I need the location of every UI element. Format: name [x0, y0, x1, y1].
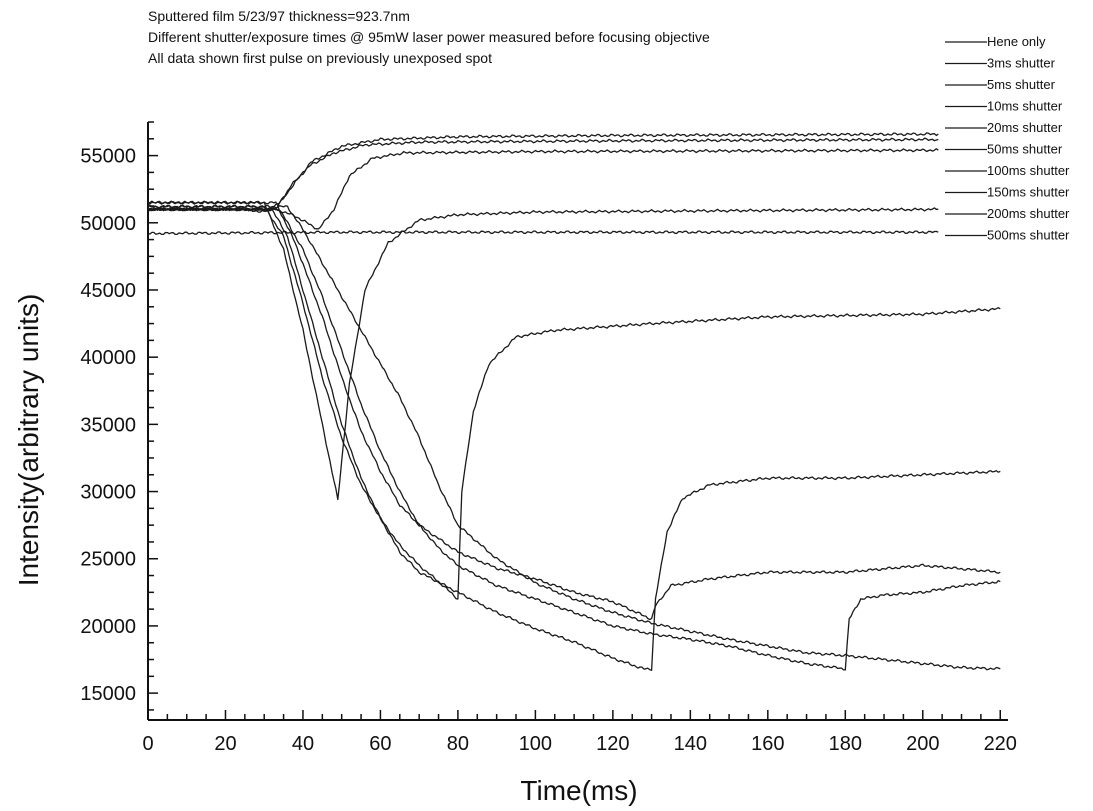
header-line-2: Different shutter/exposure times @ 95mW …: [148, 29, 710, 45]
legend-label: 3ms shutter: [987, 56, 1056, 71]
legend-label: 5ms shutter: [987, 77, 1056, 92]
series-line: [147, 204, 1001, 600]
y-tick-label: 35000: [80, 414, 136, 436]
legend-label: 200ms shutter: [987, 206, 1070, 221]
x-axis-title: Time(ms): [520, 775, 637, 806]
x-tick-label: 0: [142, 733, 153, 755]
y-tick-label: 15000: [80, 683, 136, 705]
x-tick-label: 220: [984, 733, 1017, 755]
y-tick-label: 25000: [80, 549, 136, 571]
x-tick-label: 180: [829, 733, 862, 755]
legend-label: 20ms shutter: [987, 120, 1063, 135]
legend-label: 150ms shutter: [987, 185, 1070, 200]
y-tick-label: 55000: [80, 146, 136, 168]
series-line: [147, 200, 1001, 621]
x-tick-label: 200: [906, 733, 939, 755]
legend-label: 10ms shutter: [987, 99, 1063, 114]
series-line: [147, 230, 939, 236]
x-tick-label: 120: [596, 733, 629, 755]
legend-label: 500ms shutter: [987, 228, 1070, 243]
legend-label: 100ms shutter: [987, 163, 1070, 178]
y-tick-label: 45000: [80, 280, 136, 302]
legend-label: Hene only: [987, 34, 1046, 49]
x-tick-label: 80: [447, 733, 469, 755]
series-layer: [147, 132, 1001, 671]
series-line: [147, 207, 1001, 671]
y-tick-label: 30000: [80, 482, 136, 504]
x-tick-label: 140: [674, 733, 707, 755]
y-axis-title: Intensity(arbitrary units): [13, 294, 44, 587]
series-line: [147, 204, 1001, 671]
y-tick-label: 20000: [80, 616, 136, 638]
series-line: [147, 137, 939, 212]
x-tick-label: 100: [519, 733, 552, 755]
x-tick-label: 20: [214, 733, 236, 755]
x-tick-label: 160: [751, 733, 784, 755]
y-tick-label: 50000: [80, 213, 136, 235]
x-tick-label: 60: [369, 733, 391, 755]
series-line: [147, 132, 939, 213]
axes: 0 20 40 60 80 100 120 140 160 180 200 220 15000 20000…: [80, 121, 1017, 755]
header-line-1: Sputtered film 5/23/97 thickness=923.7nm: [148, 8, 410, 24]
series-line: [147, 200, 939, 501]
legend: Hene only 3ms shutter 5ms shutter 10ms shut…: [945, 34, 1070, 243]
series-line: [147, 207, 1001, 671]
y-tick-label: 40000: [80, 347, 136, 369]
header-line-3: All data shown first pulse on previously…: [148, 50, 492, 66]
x-tick-label: 40: [292, 733, 314, 755]
legend-label: 50ms shutter: [987, 142, 1063, 157]
series-line: [147, 148, 939, 230]
chart-header: Sputtered film 5/23/97 thickness=923.7nm…: [148, 6, 710, 69]
